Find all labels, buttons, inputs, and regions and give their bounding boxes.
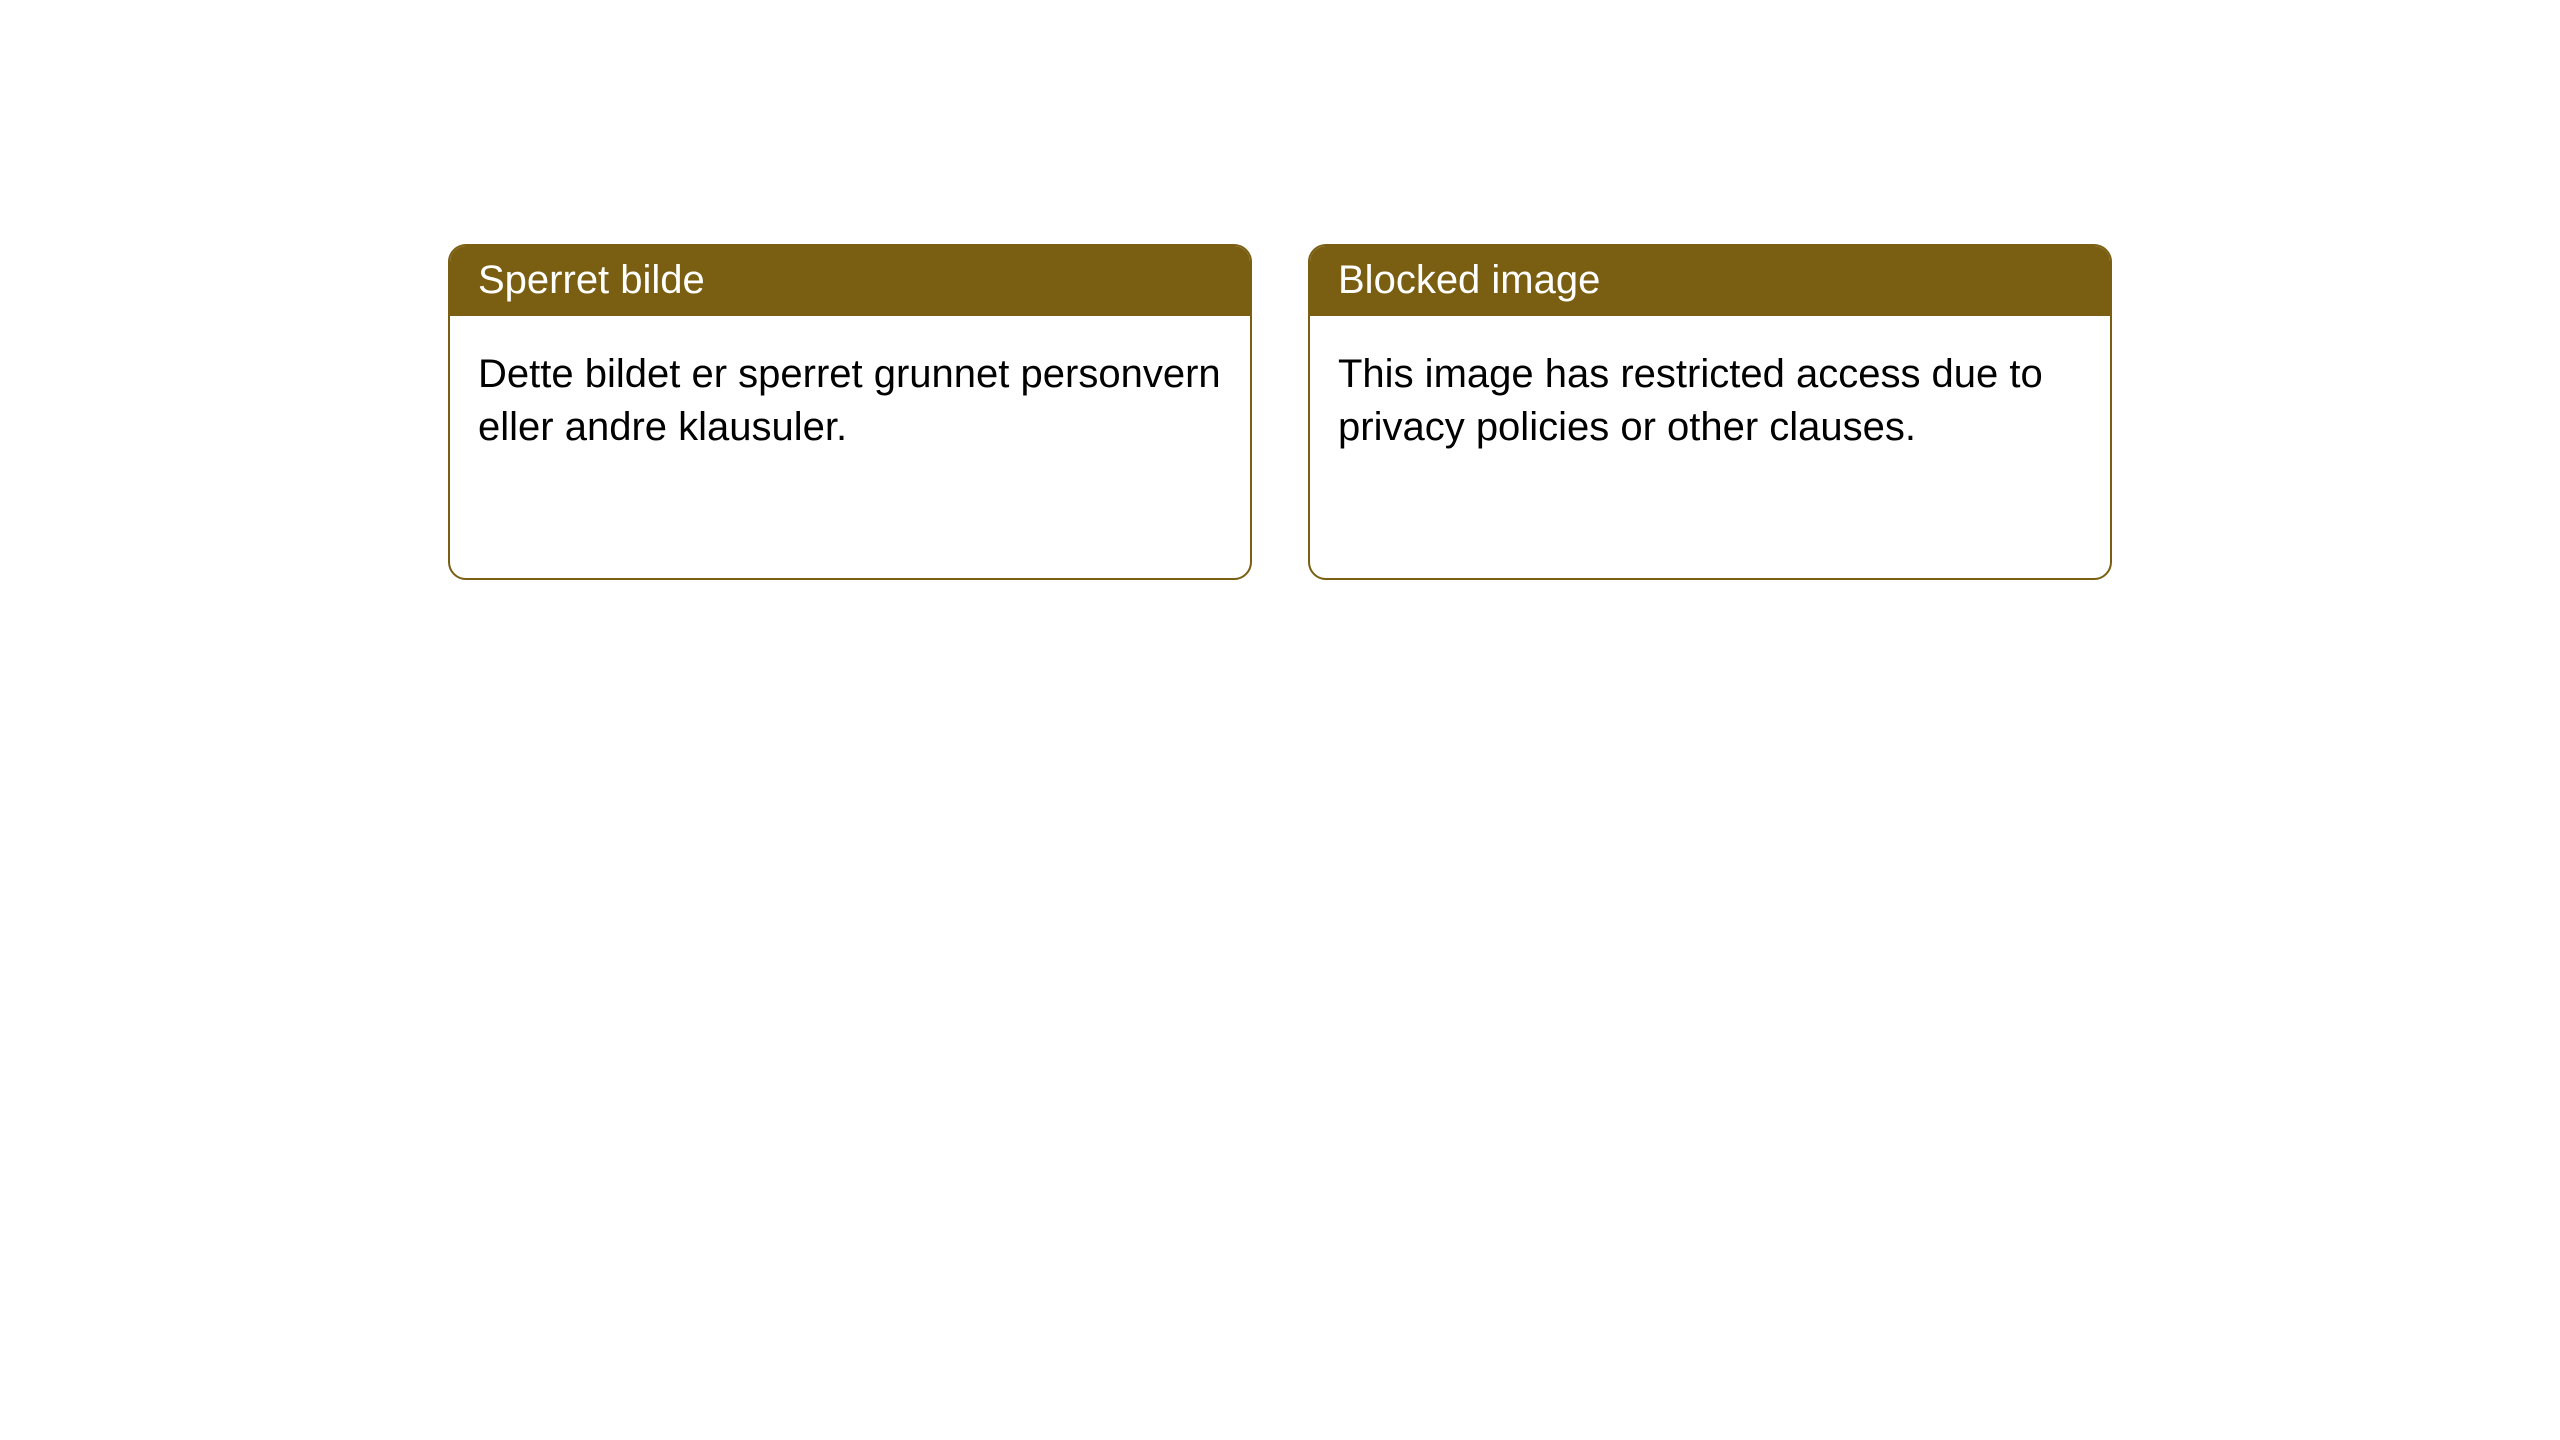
card-header: Sperret bilde — [450, 246, 1250, 316]
card-title: Sperret bilde — [478, 258, 705, 302]
blocked-image-card-norwegian: Sperret bilde Dette bildet er sperret gr… — [448, 244, 1252, 580]
card-message: Dette bildet er sperret grunnet personve… — [478, 352, 1221, 449]
blocked-image-card-english: Blocked image This image has restricted … — [1308, 244, 2112, 580]
card-body: Dette bildet er sperret grunnet personve… — [450, 316, 1250, 486]
card-title: Blocked image — [1338, 258, 1600, 302]
notice-container: Sperret bilde Dette bildet er sperret gr… — [0, 0, 2560, 580]
card-header: Blocked image — [1310, 246, 2110, 316]
card-body: This image has restricted access due to … — [1310, 316, 2110, 486]
card-message: This image has restricted access due to … — [1338, 352, 2043, 449]
